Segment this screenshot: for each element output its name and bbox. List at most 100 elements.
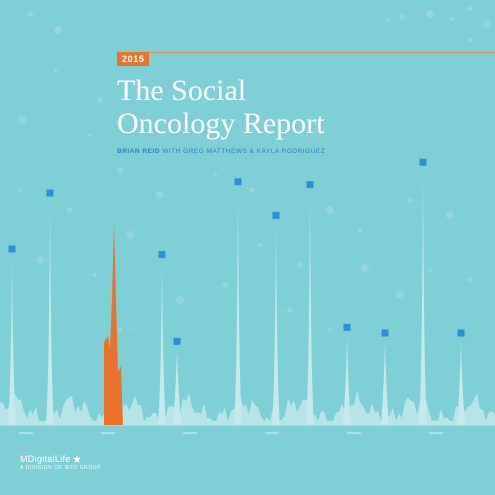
- publisher-name: MDigitalLife: [20, 454, 71, 464]
- title-line-1: The Social: [117, 74, 247, 107]
- chart-peak: [272, 223, 280, 425]
- network-dot: [18, 188, 22, 192]
- network-line: [401, 13, 431, 18]
- network-dot: [93, 273, 97, 277]
- network-dot: [468, 38, 472, 42]
- network-line: [19, 189, 71, 211]
- title-line-2: Oncology Report: [117, 107, 325, 140]
- chart-peak: [173, 349, 181, 425]
- chart-marker: [173, 337, 181, 345]
- chart-tick-label: [347, 432, 361, 434]
- chart-marker: [343, 323, 351, 331]
- network-line: [469, 23, 488, 41]
- network-dot: [249, 187, 255, 193]
- network-dot: [426, 10, 434, 18]
- network-dot: [361, 264, 369, 272]
- network-dot: [118, 328, 122, 332]
- chart-tick-label: [265, 432, 279, 434]
- network-dots: [18, 5, 491, 332]
- network-dot: [386, 18, 390, 22]
- network-dot: [467, 277, 473, 283]
- chart-peak: [8, 257, 16, 425]
- network-line: [119, 309, 291, 331]
- chart-peaks: [8, 170, 465, 425]
- star-icon: [72, 455, 81, 463]
- chart-peak: [234, 189, 242, 425]
- lead-author: BRIAN REID: [117, 148, 160, 155]
- year-badge: 2015: [117, 52, 150, 66]
- chart-tick-label: [101, 432, 115, 434]
- network-dot: [36, 256, 44, 264]
- network-line: [29, 13, 59, 31]
- network-dot: [450, 17, 454, 21]
- chart-markers: [8, 158, 465, 345]
- chart-peak-highlight: [104, 223, 123, 425]
- network-line: [119, 169, 161, 196]
- chart-marker: [381, 329, 389, 337]
- network-line: [21, 119, 91, 136]
- chart-tick-label: [429, 432, 443, 434]
- network-dot: [297, 262, 303, 268]
- network-dot: [446, 211, 454, 219]
- network-line: [329, 209, 361, 231]
- network-dot: [326, 206, 334, 214]
- publisher-tagline: A DIVISION OF W2O GROUP: [20, 465, 102, 471]
- network-line: [179, 284, 226, 301]
- network-dot: [428, 268, 432, 272]
- authors-byline: BRIAN REID WITH GREG MATTHEWS & KAYLA RO…: [117, 148, 325, 155]
- chart-marker: [46, 189, 54, 197]
- network-line: [409, 199, 451, 216]
- co-authors: WITH GREG MATTHEWS & KAYLA RODRIGUEZ: [159, 148, 326, 155]
- chart-tick-label: [183, 432, 197, 434]
- network-dot: [287, 307, 293, 313]
- network-dot: [97, 97, 103, 103]
- network-dot: [483, 20, 491, 28]
- network-line: [299, 264, 366, 269]
- chart-area-layer: [0, 390, 495, 425]
- publisher-logo: MDigitalLife A DIVISION OF W2O GROUP: [20, 454, 101, 471]
- header-rule: [117, 52, 495, 53]
- network-dot: [467, 5, 473, 11]
- network-dot: [358, 228, 362, 232]
- chart-marker: [158, 251, 166, 259]
- network-dot: [176, 296, 184, 304]
- chart-marker: [8, 245, 16, 253]
- network-dot: [126, 231, 134, 239]
- network-dot: [117, 167, 123, 173]
- report-title: The Social Oncology Report: [117, 74, 324, 140]
- chart-marker: [234, 178, 242, 186]
- chart-peak: [457, 341, 465, 425]
- network-line: [329, 294, 401, 331]
- chart-area-noise: [0, 390, 495, 425]
- chart-marker: [457, 329, 465, 337]
- network-dot: [258, 243, 262, 247]
- network-dot: [407, 197, 413, 203]
- network-line: [214, 174, 253, 191]
- network-dot: [156, 191, 164, 199]
- network-line: [54, 69, 101, 101]
- chart-peak: [381, 341, 389, 425]
- chart-peak: [158, 262, 166, 425]
- network-dot: [54, 26, 62, 34]
- network-dot: [222, 282, 228, 288]
- network-dot: [396, 291, 404, 299]
- chart-marker: [306, 181, 314, 189]
- chart-peak: [419, 170, 427, 425]
- chart-peak: [46, 201, 54, 425]
- network-dot: [399, 14, 405, 20]
- publisher-wordmark: MDigitalLife: [20, 454, 101, 464]
- network-dot: [213, 173, 217, 177]
- network-line: [451, 7, 471, 20]
- network-line: [39, 259, 96, 276]
- network-dot: [67, 207, 73, 213]
- network-line: [129, 234, 261, 246]
- network-line: [429, 269, 471, 281]
- chart-x-ticks: [0, 425, 495, 434]
- network-dot: [27, 11, 33, 17]
- network-dot: [53, 68, 57, 72]
- network-dot: [328, 328, 332, 332]
- chart-marker: [419, 158, 427, 166]
- network-dot: [18, 116, 26, 124]
